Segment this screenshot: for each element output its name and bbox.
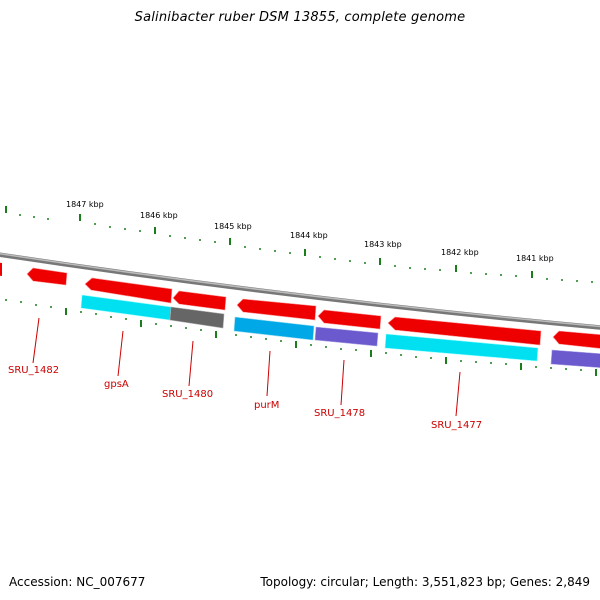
genome-backbone	[0, 252, 600, 330]
page-title: Salinibacter ruber DSM 13855, complete g…	[134, 10, 466, 25]
accession-label: Accession: NC_007677	[9, 575, 146, 589]
kbp-label: 1843 kbp	[364, 240, 402, 249]
gene-arrow	[172, 290, 227, 311]
outer-ticks	[5, 206, 593, 283]
kbp-label: 1846 kbp	[140, 211, 178, 220]
cds-bar	[169, 306, 225, 329]
gene-arrow	[236, 298, 317, 321]
gene-arrow	[387, 316, 542, 346]
genome-stats-label: Topology: circular; Length: 3,551,823 bp…	[260, 575, 590, 589]
gene-label: gpsA	[104, 379, 129, 390]
label-leaders	[32, 317, 461, 417]
kbp-label: 1847 kbp	[66, 200, 104, 209]
cds-bar	[233, 316, 315, 341]
kbp-label: 1845 kbp	[214, 222, 252, 231]
kbp-label: 1842 kbp	[441, 248, 479, 257]
forward-genes	[0, 262, 600, 349]
gene-arrow	[26, 267, 68, 286]
genome-backbone-highlight	[0, 252, 600, 328]
gene-label: SRU_1478	[314, 408, 365, 419]
gene-label: SRU_1477	[431, 420, 482, 431]
gene-arrow	[0, 262, 2, 276]
kbp-label: 1841 kbp	[516, 254, 554, 263]
gene-label: SRU_1480	[162, 389, 213, 400]
kbp-label: 1844 kbp	[290, 231, 328, 240]
gene-arrow	[84, 277, 173, 304]
cds-bar	[384, 333, 539, 362]
gene-arrow	[317, 309, 382, 330]
inner-ticks	[5, 299, 597, 376]
cds-bar	[550, 349, 600, 368]
gene-label: SRU_1482	[8, 365, 59, 376]
cds-features	[80, 294, 600, 368]
gene-arrow	[552, 330, 600, 349]
cds-bar	[314, 326, 379, 347]
gene-label: purM	[254, 400, 279, 411]
